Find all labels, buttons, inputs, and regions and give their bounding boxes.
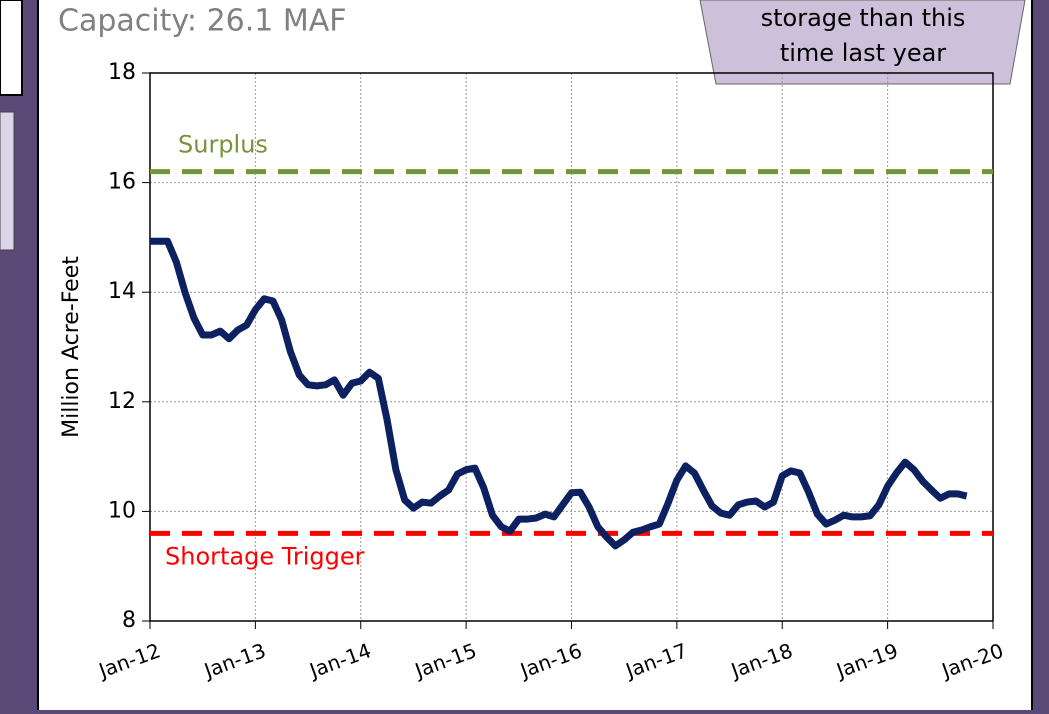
side-box	[0, 111, 15, 251]
data-line	[150, 237, 968, 550]
callout-text: storage than this	[761, 4, 966, 32]
plot-frame	[149, 72, 994, 622]
y-tick-label: 14	[108, 279, 136, 304]
y-tick-label: 8	[122, 608, 136, 633]
y-tick-label: 18	[108, 60, 136, 85]
y-tick-label: 16	[108, 170, 136, 195]
y-axis-label: Million Acre-Feet	[59, 256, 84, 438]
y-tick-label: 12	[108, 389, 136, 414]
reference-label: Surplus	[178, 131, 268, 159]
subtitle: Capacity: 26.1 MAF	[58, 4, 347, 39]
callout-text: time last year	[780, 39, 946, 67]
callout	[699, 0, 1026, 85]
reference-label: Shortage Trigger	[165, 542, 365, 570]
panel	[37, 0, 1033, 714]
y-tick-label: 10	[108, 498, 136, 523]
side-box	[0, 0, 23, 96]
